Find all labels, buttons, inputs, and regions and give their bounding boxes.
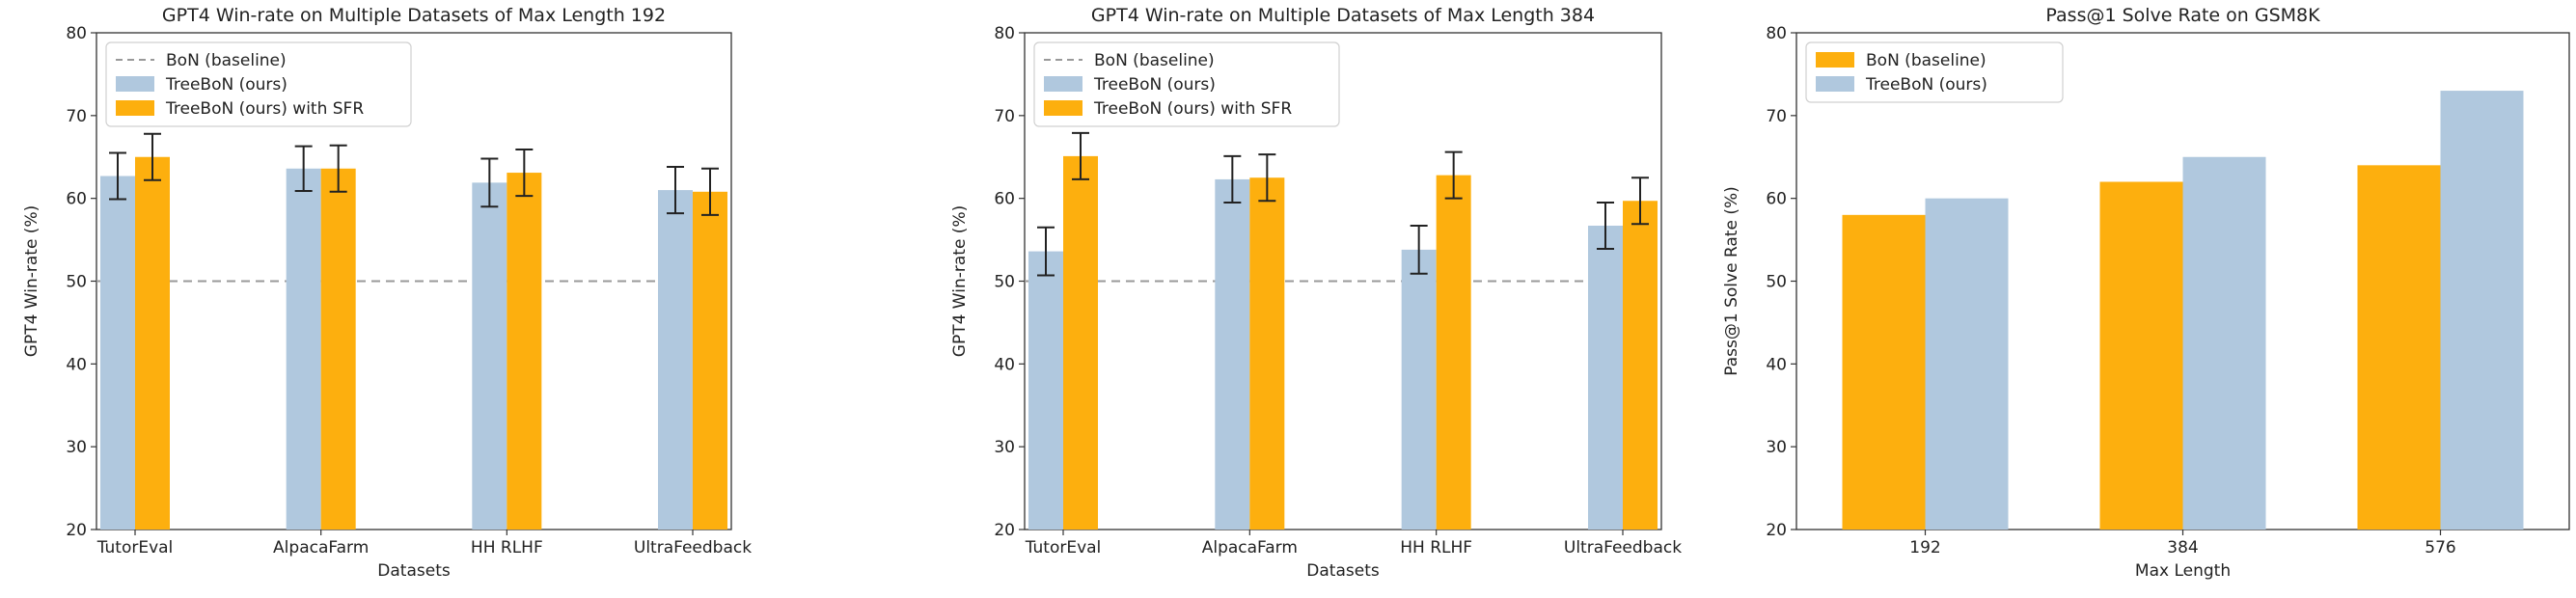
bar-treebon-ours-with-sfr: [507, 173, 542, 530]
legend-label: TreeBoN (ours): [1865, 75, 1987, 95]
legend-swatch: [116, 76, 154, 92]
legend-label: BoN (baseline): [1094, 51, 1215, 70]
legend-swatch: [1816, 52, 1854, 68]
bar-bon-baseline-: [1842, 214, 1926, 530]
legend-label: TreeBoN (ours): [165, 75, 288, 95]
x-tick-label: AlpacaFarm: [273, 538, 369, 557]
legend-label: TreeBoN (ours) with SFR: [165, 99, 364, 119]
x-axis-label: Max Length: [2135, 561, 2231, 581]
y-tick-label: 60: [66, 190, 87, 209]
y-tick-label: 40: [1766, 355, 1787, 374]
y-tick-label: 70: [66, 107, 87, 126]
y-tick-label: 40: [66, 355, 87, 374]
y-tick-label: 20: [66, 521, 87, 540]
legend-swatch: [1816, 76, 1854, 92]
bar-treebon-ours-with-sfr: [1249, 177, 1285, 530]
legend-swatch: [116, 100, 154, 116]
y-tick-label: 80: [1766, 24, 1787, 43]
chart-win-rate-384: GPT4 Win-rate on Multiple Datasets of Ma…: [950, 5, 1682, 581]
y-tick-label: 80: [994, 24, 1015, 43]
x-tick-label: TutorEval: [96, 538, 174, 557]
x-tick-label: TutorEval: [1025, 538, 1102, 557]
chart-title: Pass@1 Solve Rate on GSM8K: [2045, 5, 2320, 26]
y-tick-label: 40: [994, 355, 1015, 374]
y-tick-label: 20: [994, 521, 1015, 540]
bar-treebon-ours-with-sfr: [320, 168, 356, 530]
bar-bon-baseline-: [2099, 181, 2183, 530]
bar-treebon-ours-: [100, 176, 135, 530]
bar-treebon-ours-: [658, 190, 693, 530]
y-tick-label: 30: [66, 438, 87, 457]
legend-label: BoN (baseline): [166, 51, 287, 70]
x-tick-label: 576: [2425, 538, 2455, 557]
x-tick-label: HH RLHF: [1400, 538, 1472, 557]
bar-treebon-ours-: [1401, 249, 1437, 530]
y-tick-label: 30: [994, 438, 1015, 457]
y-tick-label: 60: [994, 190, 1015, 209]
chart-win-rate-192: GPT4 Win-rate on Multiple Datasets of Ma…: [22, 5, 752, 581]
y-tick-label: 30: [1766, 438, 1787, 457]
y-tick-label: 50: [1766, 273, 1787, 292]
y-axis-label: Pass@1 Solve Rate (%): [1722, 186, 1741, 375]
y-tick-label: 20: [1766, 521, 1787, 540]
bar-treebon-ours-: [1028, 251, 1063, 530]
y-axis-label: GPT4 Win-rate (%): [950, 205, 970, 357]
bar-treebon-ours-with-sfr: [1436, 175, 1471, 530]
legend-box: [1805, 41, 2064, 103]
legend-swatch: [1044, 100, 1082, 116]
y-axis-label: GPT4 Win-rate (%): [22, 205, 41, 357]
y-tick-label: 60: [1766, 190, 1787, 209]
bar-treebon-ours-: [1925, 198, 2009, 530]
x-tick-label: 384: [2167, 538, 2198, 557]
legend-label: TreeBoN (ours) with SFR: [1093, 99, 1292, 119]
x-tick-label: UltraFeedback: [1564, 538, 1682, 557]
bar-treebon-ours-: [286, 168, 321, 530]
bar-treebon-ours-: [472, 182, 507, 530]
legend-box: [105, 41, 412, 127]
bar-bon-baseline-: [2357, 165, 2441, 530]
legend-label: TreeBoN (ours): [1093, 75, 1216, 95]
bar-treebon-ours-: [2440, 91, 2524, 530]
chart-title: GPT4 Win-rate on Multiple Datasets of Ma…: [1091, 5, 1595, 26]
x-tick-label: HH RLHF: [471, 538, 543, 557]
bar-treebon-ours-: [1588, 225, 1623, 530]
bar-treebon-ours-with-sfr: [693, 191, 727, 530]
bar-treebon-ours-: [2182, 156, 2266, 530]
x-tick-label: AlpacaFarm: [1202, 538, 1298, 557]
chart-title: GPT4 Win-rate on Multiple Datasets of Ma…: [162, 5, 666, 26]
x-axis-label: Datasets: [1306, 561, 1380, 581]
x-axis-label: Datasets: [377, 561, 451, 581]
legend-swatch: [1044, 76, 1082, 92]
legend-label: BoN (baseline): [1866, 51, 1987, 70]
legend-box: [1033, 41, 1340, 127]
bar-treebon-ours-with-sfr: [1063, 155, 1098, 530]
bar-treebon-ours-: [1215, 178, 1250, 530]
y-tick-label: 50: [994, 273, 1015, 292]
bar-treebon-ours-with-sfr: [135, 156, 170, 530]
y-tick-label: 70: [1766, 107, 1787, 126]
x-tick-label: UltraFeedback: [634, 538, 752, 557]
y-tick-label: 80: [66, 24, 87, 43]
y-tick-label: 70: [994, 107, 1015, 126]
bar-treebon-ours-with-sfr: [1623, 201, 1658, 530]
y-tick-label: 50: [66, 273, 87, 292]
chart-gsm8k-pass-at-1: Pass@1 Solve Rate on GSM8K 20 30 40 50 60 70 80…: [1722, 5, 2570, 581]
x-tick-label: 192: [1909, 538, 1940, 557]
